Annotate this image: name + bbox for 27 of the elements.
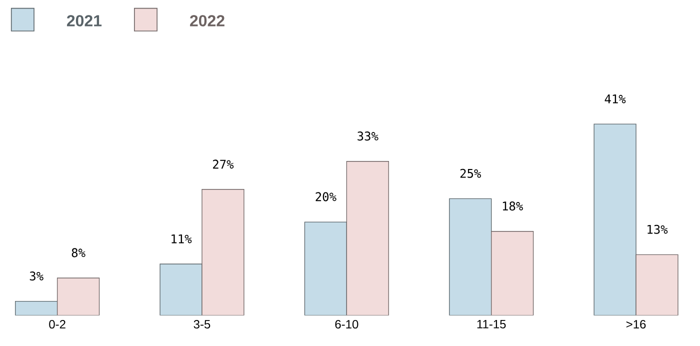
bar xyxy=(636,254,678,316)
data-label: 27% xyxy=(213,160,234,169)
bar xyxy=(304,222,348,316)
bar xyxy=(449,198,492,316)
data-label: 33% xyxy=(358,132,378,141)
x-tick-label: 3-5 xyxy=(194,320,210,329)
data-label: 11% xyxy=(172,234,192,244)
legend-label: 2021 xyxy=(66,15,102,26)
data-label: 13% xyxy=(648,224,668,234)
data-label: 25% xyxy=(460,168,481,178)
data-label: 3% xyxy=(30,271,44,281)
data-label: 41% xyxy=(604,94,626,104)
x-tick-label: 0-2 xyxy=(49,320,66,329)
x-tick-label: >16 xyxy=(626,320,646,329)
bar xyxy=(56,278,100,316)
bar xyxy=(15,300,58,316)
data-label: 20% xyxy=(316,192,336,202)
bar xyxy=(594,124,636,316)
bar xyxy=(160,264,202,316)
bar xyxy=(202,189,244,316)
bar xyxy=(491,231,534,316)
data-label: 8% xyxy=(72,248,86,258)
bar xyxy=(346,161,389,316)
data-label: 18% xyxy=(502,201,523,211)
x-tick-label: 11-15 xyxy=(477,320,506,328)
x-tick-label: 6-10 xyxy=(335,320,358,329)
legend-label: 2022 xyxy=(190,15,224,26)
